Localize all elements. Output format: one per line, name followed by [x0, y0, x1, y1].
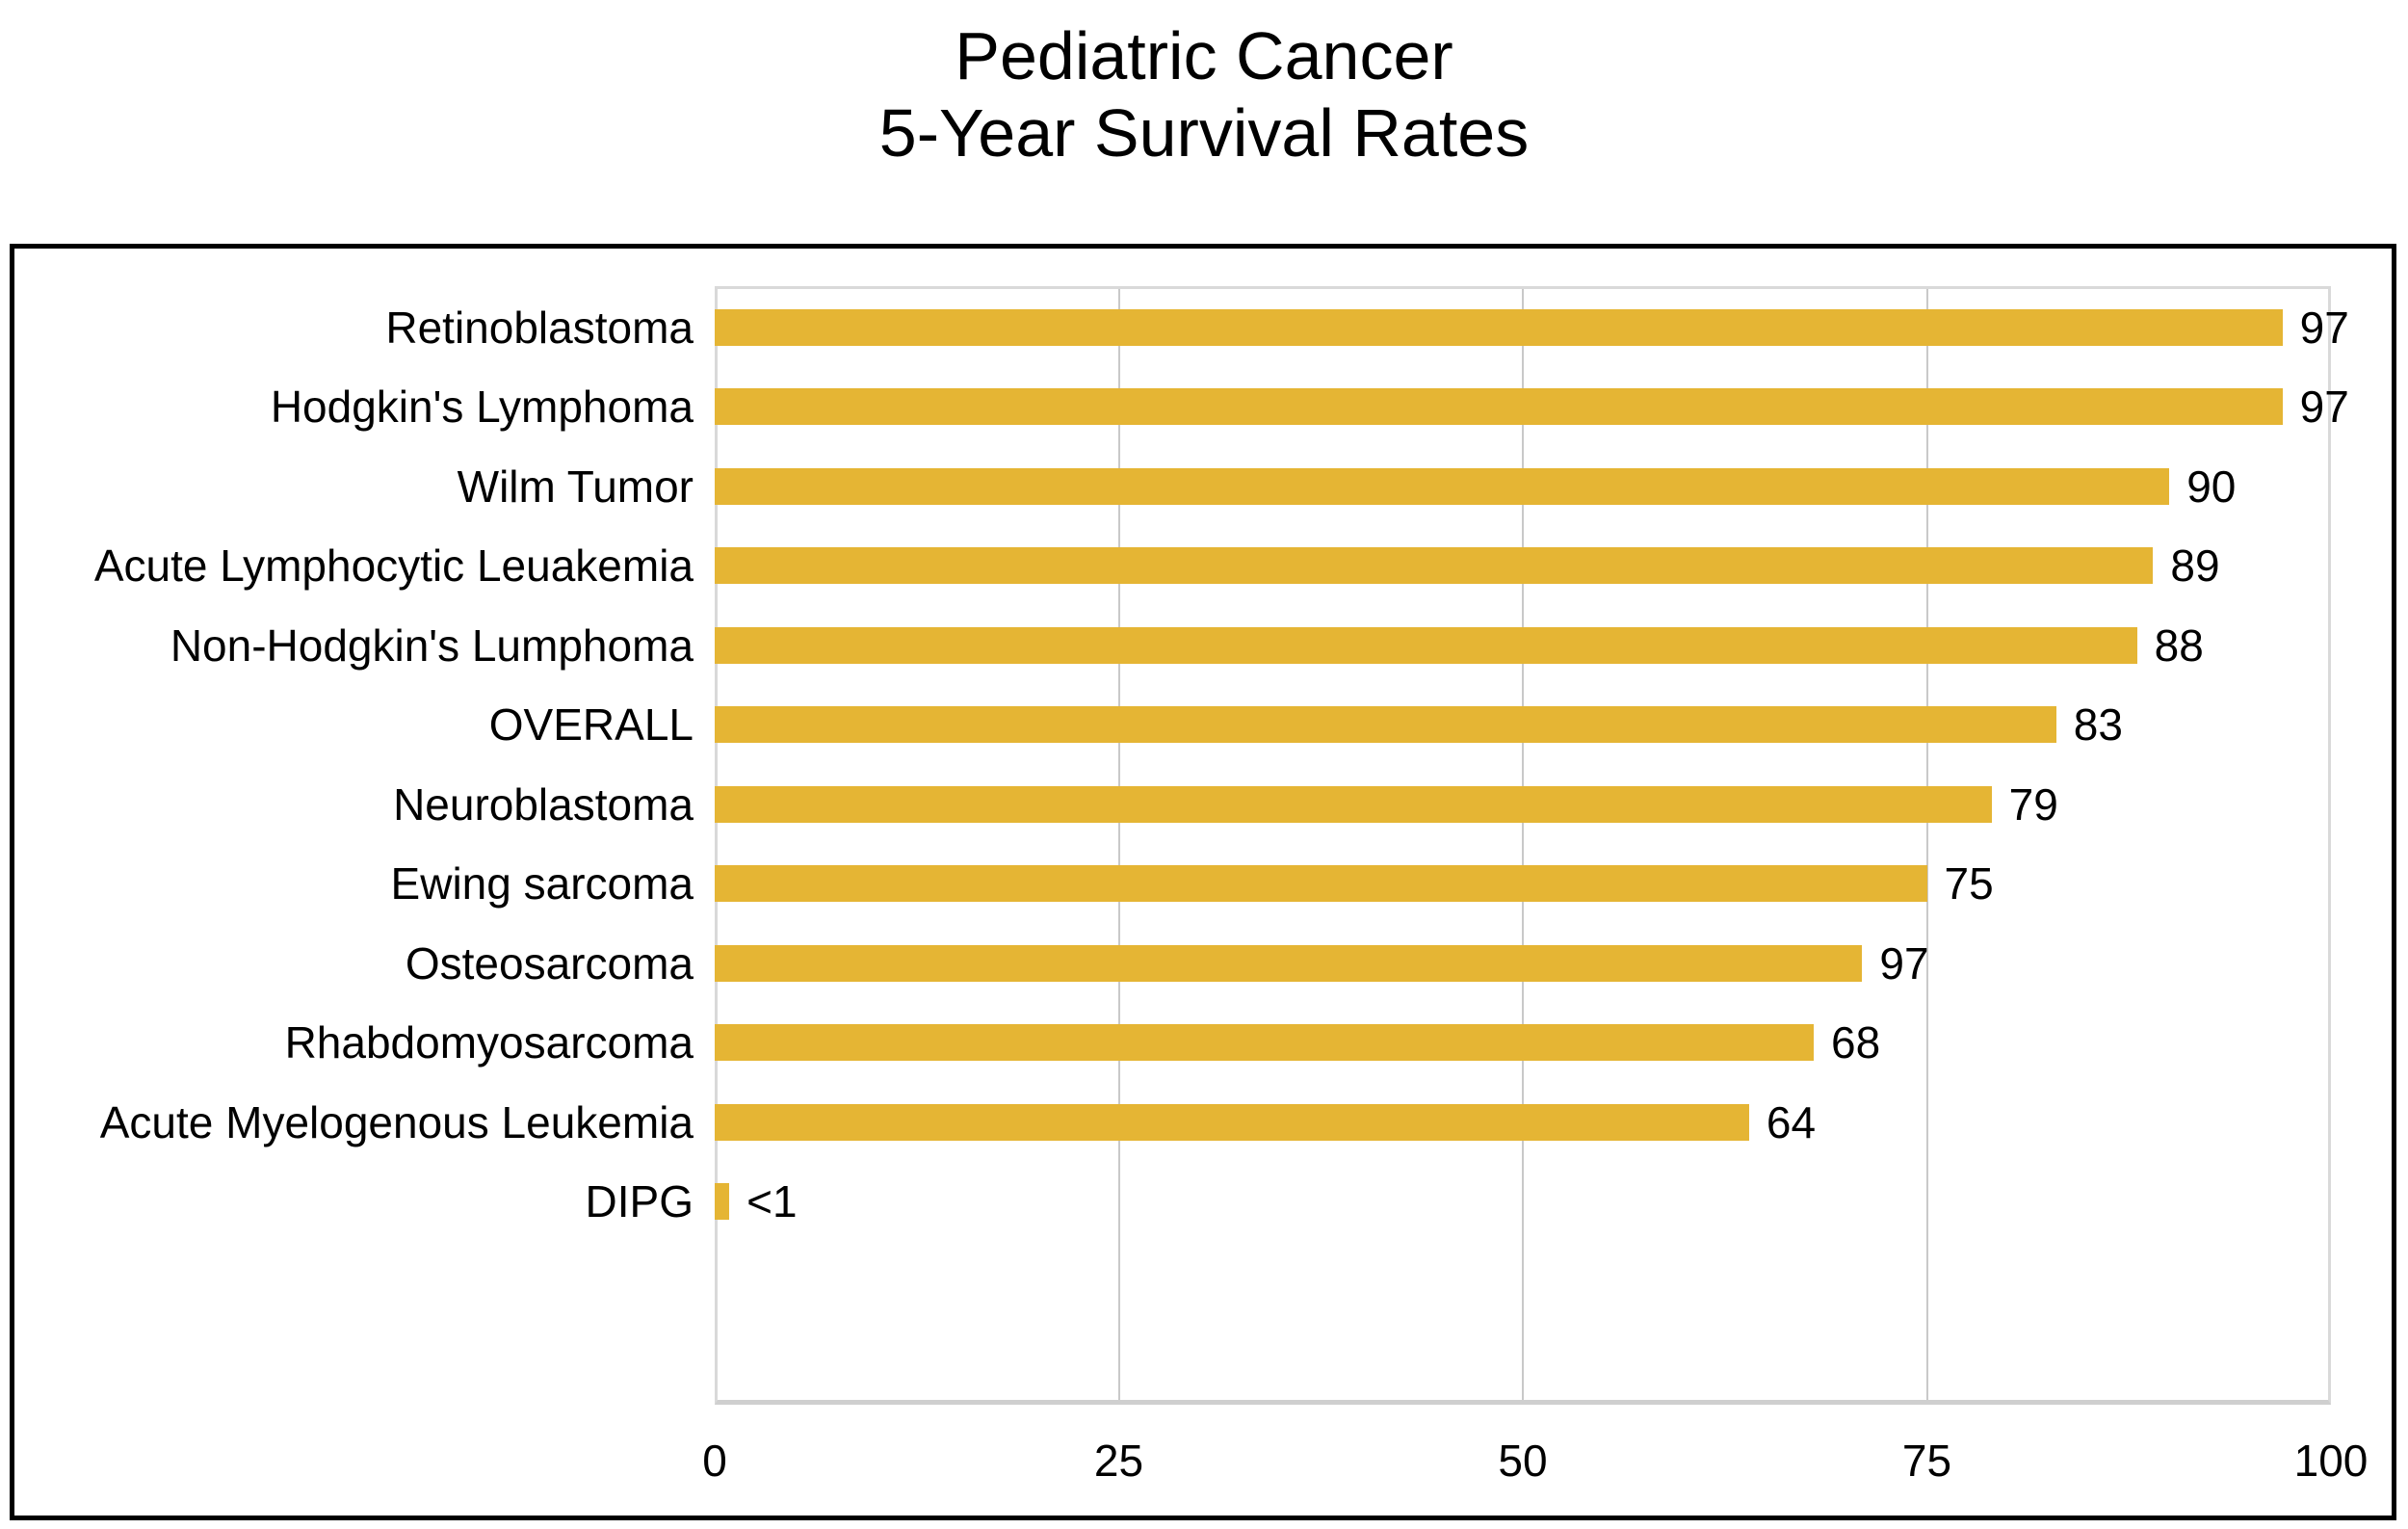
bar: [715, 467, 2170, 505]
value-label: 97: [1879, 937, 1929, 989]
category-label: DIPG: [585, 1175, 694, 1226]
x-tick-label-0: 0: [702, 1436, 727, 1486]
category-label: Rhabdomyosarcoma: [284, 1017, 694, 1068]
value-label: <1: [746, 1175, 798, 1226]
category-label: OVERALL: [488, 699, 694, 751]
value-label: 97: [2299, 303, 2349, 353]
x-tick-label-50: 50: [1498, 1436, 1548, 1486]
category-label: Neuroblastoma: [393, 778, 694, 830]
chart-title: Pediatric Cancer 5-Year Survival Rates: [0, 17, 2408, 171]
bar: [715, 785, 1992, 823]
category-label: Retinoblastoma: [385, 303, 694, 353]
value-label: 79: [2008, 778, 2058, 830]
bar: [715, 388, 2283, 426]
bar: [715, 547, 2154, 585]
x-tick-label-75: 75: [1901, 1436, 1952, 1486]
bar: [715, 309, 2283, 346]
gridline-75: [1925, 286, 1928, 1405]
value-label: 75: [1944, 858, 1994, 909]
bar: [715, 1024, 1815, 1062]
bar: [715, 865, 1927, 903]
chart-title-line-2: 5-Year Survival Rates: [878, 95, 1530, 171]
category-label: Acute Lymphocytic Leuakemia: [93, 540, 694, 592]
category-label: Osteosarcoma: [405, 937, 694, 989]
value-label: 64: [1766, 1096, 1817, 1147]
value-label: 89: [2170, 540, 2220, 592]
plot-region: Retinoblastoma 97 Hodgkin's Lymphoma 97 Wilm…: [14, 249, 2392, 1516]
gridline-25: [1117, 286, 1120, 1405]
plot-area-border: [715, 286, 2331, 1405]
bar: [715, 944, 1863, 982]
x-tick-label-25: 25: [1093, 1436, 1144, 1486]
value-label: 68: [1831, 1017, 1881, 1068]
bar: [715, 1103, 1749, 1141]
bar: [715, 1182, 730, 1220]
value-label: 88: [2154, 620, 2204, 671]
chart-frame: Retinoblastoma 97 Hodgkin's Lymphoma 97 Wilm…: [10, 244, 2396, 1520]
category-label: Wilm Tumor: [457, 461, 694, 512]
bar: [715, 626, 2137, 664]
value-label: 90: [2186, 461, 2237, 512]
value-label: 83: [2073, 699, 2123, 751]
category-label: Acute Myelogenous Leukemia: [99, 1096, 694, 1147]
x-tick-label-100: 100: [2293, 1436, 2369, 1486]
category-label: Non-Hodgkin's Lumphoma: [170, 620, 694, 671]
category-label: Hodgkin's Lymphoma: [270, 382, 694, 433]
bar: [715, 706, 2056, 744]
chart-title-line-1: Pediatric Cancer: [955, 18, 1453, 93]
value-label: 97: [2299, 382, 2349, 433]
gridline-50: [1522, 286, 1524, 1405]
category-label: Ewing sarcoma: [390, 858, 694, 909]
